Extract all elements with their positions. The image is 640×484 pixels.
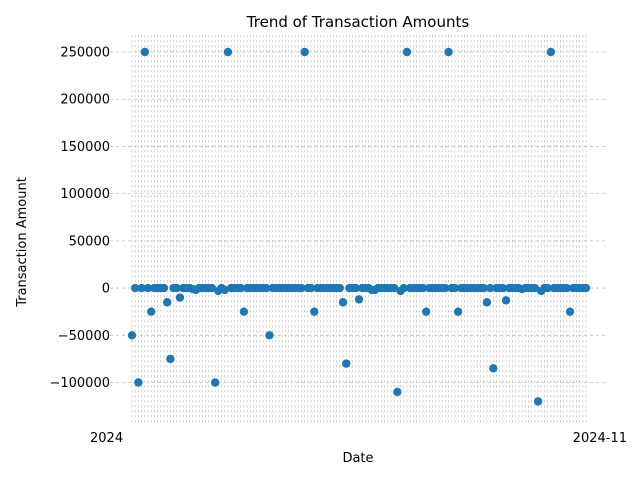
scatter-point (399, 283, 408, 293)
scatter-point (489, 364, 498, 373)
scatter-point (236, 283, 245, 293)
scatter-point (297, 283, 306, 293)
x-tick-label: 2024-11 (573, 431, 627, 446)
scatter-point (175, 293, 185, 302)
scatter-point (581, 283, 591, 293)
scatter-point (127, 331, 137, 340)
scatter-point (172, 283, 181, 293)
scatter-point (143, 283, 153, 293)
scatter-points (127, 47, 591, 406)
scatter-point (207, 283, 217, 293)
y-axis: −100000 −50000 0 50000 100000 150000 200000 250… (49, 45, 110, 391)
grid-layer (110, 35, 605, 425)
y-tick-label: 100000 (60, 187, 110, 202)
scatter-point (546, 47, 556, 57)
scatter-point (444, 47, 453, 57)
scatter-point (300, 47, 309, 57)
scatter-point (482, 298, 492, 307)
scatter-point (393, 387, 402, 397)
scatter-point (310, 307, 319, 316)
scatter-point (166, 354, 175, 364)
scatter-point (262, 283, 271, 293)
y-tick-label: 250000 (60, 45, 110, 60)
y-tick-label: 200000 (60, 93, 110, 108)
scatter-point (389, 283, 399, 293)
x-axis-title: Date (342, 451, 373, 466)
scatter-point (565, 307, 575, 316)
scatter-point (498, 283, 508, 293)
scatter-point (485, 283, 495, 293)
scatter-point (530, 283, 540, 293)
scatter-point (162, 298, 172, 307)
scatter-point (533, 397, 543, 406)
scatter-point (146, 307, 156, 316)
scatter-point (210, 378, 220, 387)
x-tick-label: 2024 (90, 431, 123, 446)
y-tick-label: 150000 (60, 140, 110, 155)
scatter-point (479, 283, 488, 293)
scatter-point (134, 378, 143, 387)
scatter-point (338, 298, 348, 307)
scatter-point (306, 283, 316, 293)
y-tick-label: 0 (102, 282, 110, 297)
scatter-point (501, 296, 511, 305)
scatter-point (543, 283, 552, 293)
scatter-point (354, 295, 364, 304)
scatter-point (223, 47, 233, 57)
y-tick-label: −100000 (49, 376, 110, 391)
scatter-point (239, 307, 249, 316)
scatter-point (421, 307, 431, 316)
y-tick-label: 50000 (69, 234, 110, 249)
scatter-point (137, 283, 146, 293)
scatter-point (441, 283, 450, 293)
scatter-point (453, 307, 463, 316)
scatter-point (562, 283, 572, 293)
scatter-point (351, 283, 361, 293)
scatter-point (130, 283, 140, 293)
x-axis: 2024 2024-11 (90, 431, 627, 446)
scatter-point (402, 47, 412, 57)
scatter-point (220, 285, 229, 295)
scatter-point (342, 359, 351, 368)
scatter-point (418, 283, 428, 293)
scatter-point (450, 283, 460, 293)
scatter-point (159, 283, 169, 293)
y-tick-label: −50000 (58, 329, 110, 344)
chart-title: Trend of Transaction Amounts (246, 13, 470, 31)
scatter-point (265, 331, 274, 340)
scatter-point (140, 47, 149, 57)
scatter-point (335, 283, 345, 293)
y-axis-title: Transaction Amount (15, 177, 30, 308)
